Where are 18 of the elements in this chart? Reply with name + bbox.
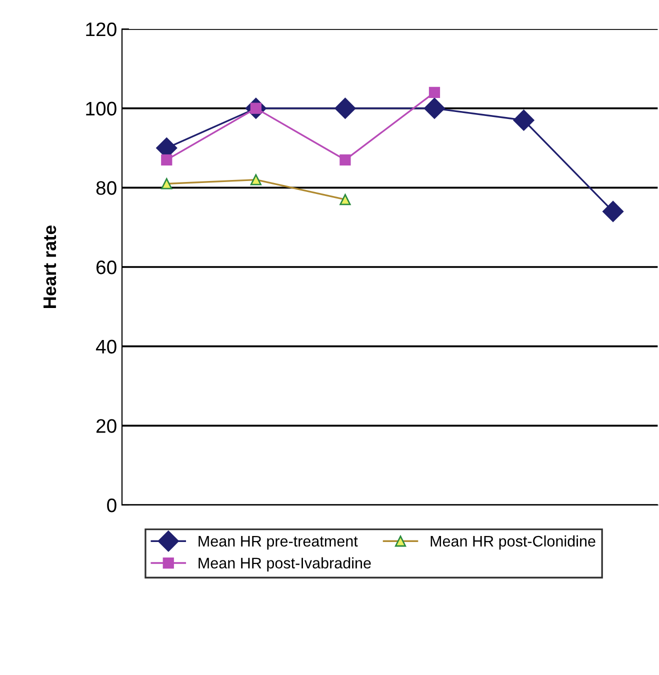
y-tick-label: 40 xyxy=(96,340,116,354)
y-tick-label: 0 xyxy=(107,498,116,512)
legend-label: Mean HR pre-treatment xyxy=(198,536,358,550)
y-tick-label: 80 xyxy=(96,181,116,195)
legend-label: Mean HR post-Clonidine xyxy=(430,535,596,550)
point xyxy=(161,154,172,166)
y-tick-label: 120 xyxy=(86,22,116,36)
y-tick-label: 20 xyxy=(96,419,116,433)
point xyxy=(334,98,356,119)
y-tick-label: 60 xyxy=(96,260,116,274)
point xyxy=(428,86,440,98)
point xyxy=(340,154,351,166)
legend-label: Mean HR post-Ivabradine xyxy=(198,557,371,572)
point xyxy=(424,98,445,119)
point xyxy=(513,110,534,131)
y-tick-label: 100 xyxy=(86,102,116,116)
y-axis-title: Heart rate xyxy=(44,225,56,308)
point xyxy=(602,200,624,222)
